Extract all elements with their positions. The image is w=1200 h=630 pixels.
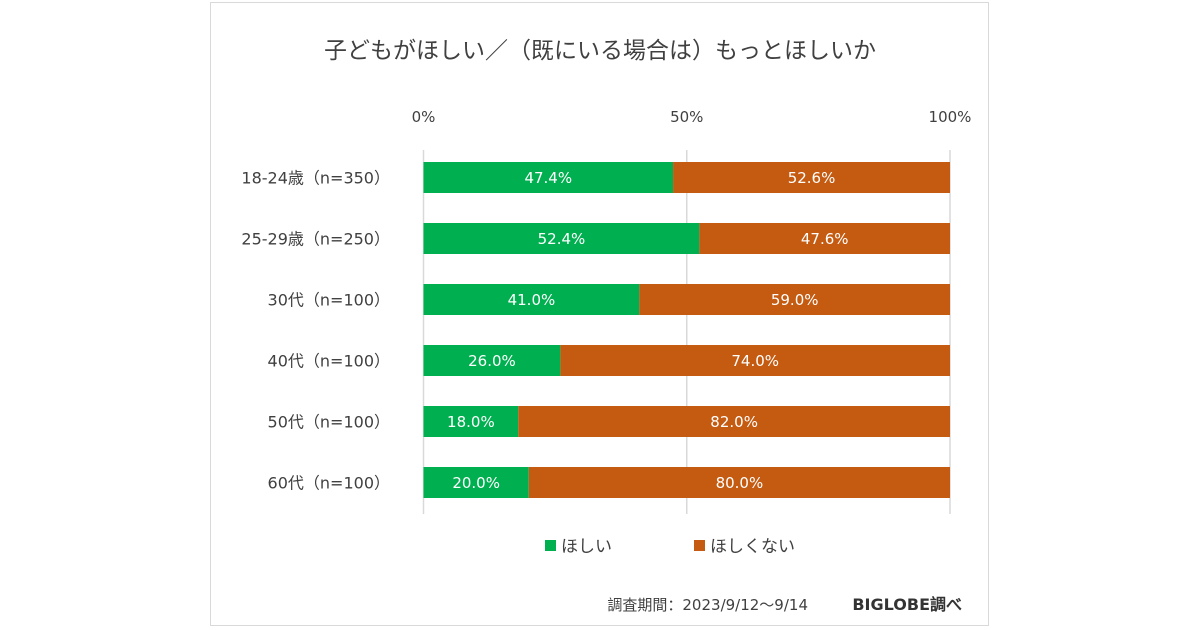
legend-label: ほしい [561,537,612,557]
category-labels: 18-24歳（n=350） 25-29歳（n=250） 30代（n=100） 40代（… [241,169,390,493]
data-label: 82.0% [710,413,758,431]
data-label: 41.0% [508,291,556,309]
chart-title: 子どもがほしい／（既にいる場合は）もっとほしいか [324,38,876,64]
bar-segment-not-want [699,223,950,254]
data-label: 20.0% [452,474,500,492]
bar-segment-want [423,467,529,498]
category-label: 18-24歳（n=350） [241,169,390,188]
x-tick-label: 100% [929,108,972,126]
source-credit: BIGLOBE調べ [852,595,962,614]
x-tick-label: 0% [412,108,436,126]
bar-segment-want [423,162,674,193]
category-label: 40代（n=100） [268,352,390,371]
category-label: 30代（n=100） [268,291,390,310]
bar-segment-want [423,345,561,376]
data-label: 47.4% [524,169,572,187]
data-label: 59.0% [771,291,819,309]
category-label: 25-29歳（n=250） [241,230,390,249]
x-tick-label: 50% [670,108,703,126]
x-axis-ticks: 0% 50% 100% [412,108,972,126]
bar-segment-want [423,406,519,437]
data-label: 52.6% [788,169,836,187]
data-label: 47.6% [801,230,849,248]
data-label: 18.0% [447,413,495,431]
bar-segment-want [423,284,640,315]
data-label: 74.0% [731,352,779,370]
bar-segment-not-want [528,467,950,498]
bar-segment-not-want [639,284,950,315]
data-label: 26.0% [468,352,516,370]
legend-marker [545,540,556,551]
legend-label: ほしくない [710,537,795,557]
bar-segment-not-want [673,162,950,193]
bar-segment-not-want [560,345,950,376]
bars: 47.4% 52.6% 52.4% 47.6% 41.0% 59.0% 26.0% 74.0%… [423,162,950,498]
data-label: 52.4% [538,230,586,248]
data-label: 80.0% [716,474,764,492]
survey-period: 調査期間：2023/9/12～9/14 [607,596,808,614]
legend: ほしい ほしくない [545,537,795,557]
category-label: 60代（n=100） [268,474,390,493]
category-label: 50代（n=100） [268,413,390,432]
legend-marker [694,540,705,551]
bar-segment-not-want [518,406,950,437]
gridlines [422,150,951,514]
bar-segment-want [423,223,700,254]
